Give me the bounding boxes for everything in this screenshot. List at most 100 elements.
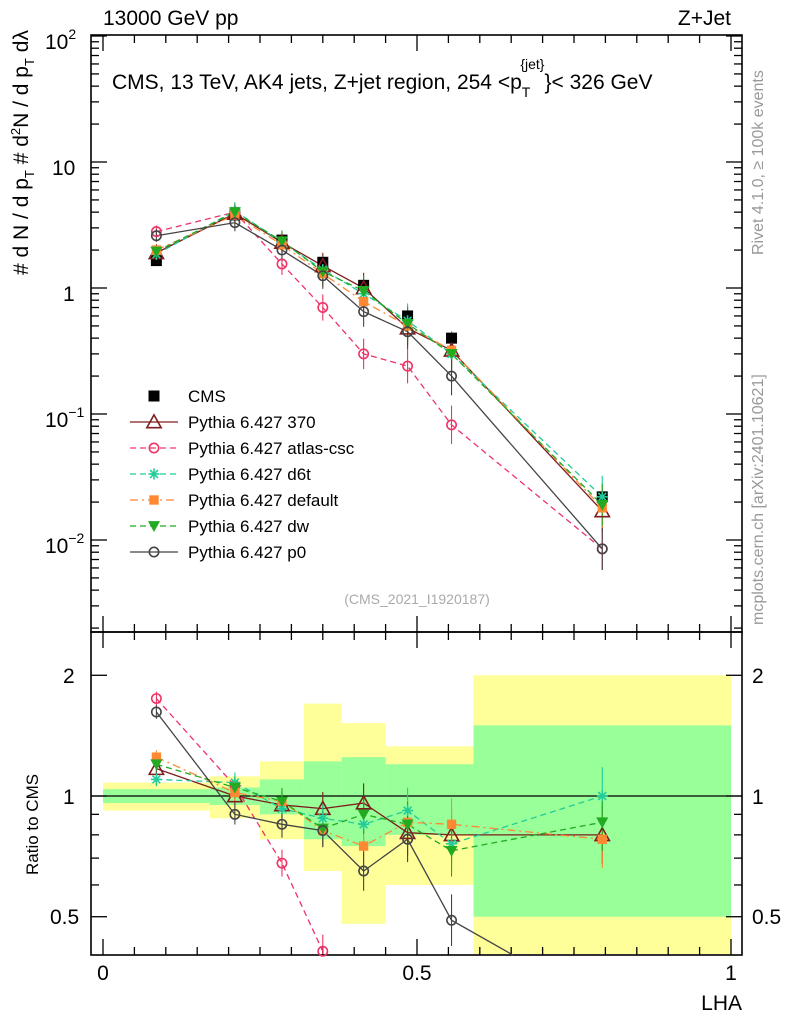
ratio-tick-label-2-right: 2 xyxy=(752,665,764,688)
x-axis-label: LHA xyxy=(701,992,742,1015)
ratio-marker-p0-3 xyxy=(317,825,329,837)
legend-marker-default xyxy=(149,495,159,505)
marker-p0-6 xyxy=(446,370,458,382)
y-tick-label-100: 102 xyxy=(45,26,76,54)
marker-p0-0 xyxy=(150,230,162,242)
axis-tick-labels: 10−2 10−1 1 10 102 2 1 0.5 2 1 0.5 0 0.5… xyxy=(45,26,781,985)
ratio-marker-dw-7 xyxy=(596,817,609,829)
marker-dw-4 xyxy=(357,285,370,297)
ratio-marker-d6t-4-stroke xyxy=(359,819,369,829)
legend-marker-p370 xyxy=(145,413,163,429)
x-tick-label-0.5: 0.5 xyxy=(402,962,431,985)
line-dw xyxy=(156,211,603,506)
marker-CMS-0 xyxy=(150,255,162,267)
legend-label-dw: Pythia 6.427 dw xyxy=(188,517,310,536)
ratio-line-p0 xyxy=(155,711,514,956)
ratio-marker-d6t-0-stroke xyxy=(151,774,161,784)
marker-dw-7 xyxy=(596,500,609,511)
legend-marker-atlas xyxy=(148,442,160,454)
y-axis-label-text: # d N / d pT # d2N / d pT dλ xyxy=(8,30,37,275)
ratio-marker-d6t-4 xyxy=(358,818,370,830)
ratio-marker-p0-2 xyxy=(276,818,288,830)
ratio-marker-dw-2 xyxy=(275,796,289,808)
marker-dw-0 xyxy=(150,246,163,258)
legend-marker-CMS xyxy=(148,390,160,402)
ratio-axis-label: Ratio to CMS xyxy=(23,774,42,875)
ratio-tick-label-0.5-left: 0.5 xyxy=(50,906,79,929)
marker-atlas-4 xyxy=(358,348,370,360)
header-right: Z+Jet xyxy=(678,7,731,30)
marker-dw-1 xyxy=(228,207,241,219)
ratio-marker-d6t-7 xyxy=(596,790,608,802)
marker-dw-3 xyxy=(316,266,329,278)
ratio-marker-d6t-5 xyxy=(402,805,414,817)
ratio-tick-label-2-left: 2 xyxy=(63,665,75,688)
marker-p0-5 xyxy=(402,326,414,338)
y-tick-label-1e-2: 10−2 xyxy=(45,530,85,558)
line-p0 xyxy=(156,221,603,550)
ratio-marker-p370-4 xyxy=(355,794,373,810)
marker-p0-2 xyxy=(276,244,288,256)
legend-label-atlas: Pythia 6.427 atlas-csc xyxy=(188,439,355,458)
marker-dw-6 xyxy=(445,349,458,360)
ratio-marker-atlas-0 xyxy=(150,693,162,705)
ratio-line-dw xyxy=(156,763,603,852)
marker-p0-7 xyxy=(596,543,608,555)
ratio-marker-d6t-0 xyxy=(150,773,162,785)
ratio-marker-p0-6 xyxy=(446,914,458,926)
marker-p0-3 xyxy=(317,270,329,282)
axis-ticks xyxy=(91,35,742,955)
marker-dw-5 xyxy=(401,318,414,330)
ratio-marker-default-6 xyxy=(446,819,457,829)
ratio-line-default xyxy=(156,756,603,847)
marker-atlas-3 xyxy=(317,302,329,313)
y-tick-label-10: 10 xyxy=(52,157,75,180)
legend-marker-d6t xyxy=(148,468,160,480)
legend-label-CMS: CMS xyxy=(188,387,226,406)
ratio-marker-p370-5 xyxy=(399,823,417,840)
marker-atlas-6 xyxy=(446,419,458,431)
ratio-marker-d6t-3 xyxy=(317,812,329,824)
marker-dw-2 xyxy=(275,236,289,248)
ratio-marker-dw-4 xyxy=(357,809,370,821)
ratio-marker-d6t-5-stroke xyxy=(403,806,413,815)
y-tick-label-1e-1: 10−1 xyxy=(45,404,85,432)
legend-label-d6t: Pythia 6.427 d6t xyxy=(188,465,311,484)
ratio-tick-label-0.5-right: 0.5 xyxy=(752,906,781,929)
ratio-marker-p0-1 xyxy=(229,808,241,820)
ratio-tick-label-1-left: 1 xyxy=(63,786,75,809)
ratio-marker-dw-1 xyxy=(228,782,241,794)
marker-atlas-2 xyxy=(276,258,288,270)
chart-title: CMS, 13 TeV, AK4 jets, Z+jet region, 254… xyxy=(112,56,652,100)
ratio-marker-dw-5 xyxy=(401,819,414,831)
line-atlas xyxy=(156,211,603,550)
ratio-marker-d6t-2-stroke xyxy=(277,804,287,814)
x-tick-label-1: 1 xyxy=(725,962,737,985)
marker-p0-4 xyxy=(358,306,370,318)
legend-marker-p0 xyxy=(148,546,160,558)
ratio-marker-d6t-7-stroke xyxy=(597,791,607,801)
legend: CMS Pythia 6.427 370 Pythia 6.427 atlas-cs… xyxy=(130,387,355,562)
marker-default-4 xyxy=(358,296,369,307)
ratio-marker-default-7 xyxy=(597,834,607,844)
y-axis-label: # d N / d pT # d2N / d pT dλ xyxy=(8,30,37,275)
ratio-uncertainty-bands xyxy=(103,675,731,954)
data-markers xyxy=(147,204,611,957)
ratio-marker-default-0 xyxy=(151,752,162,762)
marker-atlas-0 xyxy=(150,226,162,238)
ratio-marker-atlas-3 xyxy=(317,945,329,957)
marker-CMS-6 xyxy=(446,332,458,344)
marker-CMS-3 xyxy=(317,256,329,268)
legend-label-default: Pythia 6.427 default xyxy=(188,491,339,510)
mcplots-label: mcplots.cern.ch [arXiv:2401.10621] xyxy=(750,374,767,625)
ratio-marker-d6t-3-stroke xyxy=(318,813,328,823)
header-left: 13000 GeV pp xyxy=(103,7,238,30)
marker-CMS-4 xyxy=(358,279,370,291)
rivet-label: Rivet 4.1.0, ≥ 100k events xyxy=(750,70,767,255)
ratio-marker-atlas-2 xyxy=(276,857,288,869)
x-tick-label-0: 0 xyxy=(97,962,109,985)
ratio-marker-p0-4 xyxy=(358,865,370,877)
marker-d6t-7-stroke xyxy=(597,492,607,502)
marker-p0-1 xyxy=(229,217,241,229)
